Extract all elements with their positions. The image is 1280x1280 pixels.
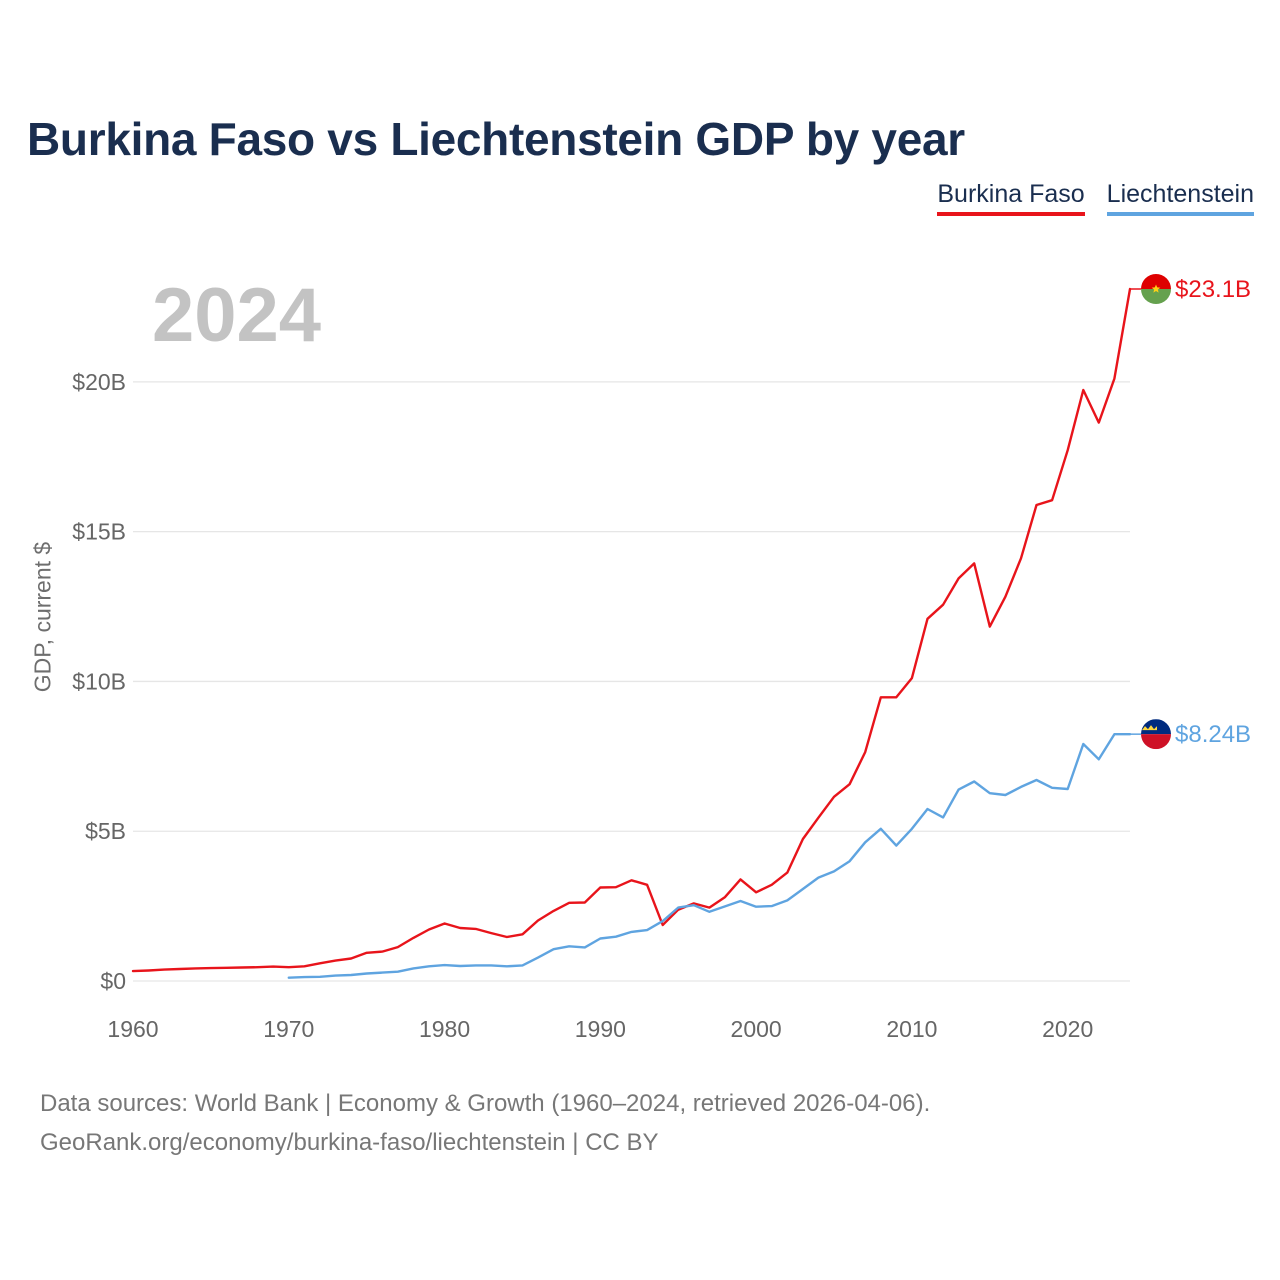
- series-end-labels: $23.1B $8.24B: [1130, 274, 1251, 750]
- flag-top-band: [1141, 719, 1171, 735]
- x-axis-ticks: 1960 1970 1980 1990 2000 2010 2020: [107, 1016, 1093, 1042]
- grid-lines: [133, 381, 1130, 982]
- flag-burkina-faso: [1141, 274, 1171, 304]
- legend-item-burkina-faso[interactable]: Burkina Faso: [937, 180, 1085, 216]
- y-tick-label-20: $20B: [72, 369, 126, 395]
- source-note: Data sources: World Bank | Economy & Gro…: [40, 1084, 930, 1162]
- flag-liechtenstein: [1141, 719, 1171, 750]
- series-line-burkina-faso: [131, 287, 1132, 973]
- y-axis-ticks: $0 $5B $10B $15B $20B: [72, 369, 126, 994]
- series-lines: [131, 287, 1132, 979]
- legend: Burkina Faso Liechtenstein: [937, 180, 1254, 216]
- chart-title: Burkina Faso vs Liechtenstein GDP by yea…: [27, 113, 965, 165]
- source-line-2: GeoRank.org/economy/burkina-faso/liechte…: [40, 1129, 659, 1156]
- flag-crown: [1142, 725, 1157, 731]
- y-tick-label-15: $15B: [72, 519, 126, 545]
- flag-bottom-band: [1141, 734, 1171, 750]
- flag-top-band: [1141, 274, 1171, 289]
- year-watermark: 2024: [152, 273, 322, 358]
- x-tick-label-2010: 2010: [886, 1016, 937, 1042]
- flag-bottom-band: [1141, 289, 1171, 304]
- series-line-liechtenstein: [287, 733, 1132, 979]
- x-tick-label-1980: 1980: [419, 1016, 470, 1042]
- end-value-label-burkina-faso: $23.1B: [1175, 276, 1251, 303]
- end-value-label-liechtenstein: $8.24B: [1175, 721, 1251, 748]
- source-line-1: Data sources: World Bank | Economy & Gro…: [40, 1090, 931, 1117]
- x-tick-label-2020: 2020: [1042, 1016, 1093, 1042]
- y-tick-label-0: $0: [100, 968, 126, 994]
- x-tick-label-2000: 2000: [731, 1016, 782, 1042]
- y-tick-label-5: $5B: [85, 818, 126, 844]
- x-tick-label-1960: 1960: [107, 1016, 158, 1042]
- legend-item-liechtenstein[interactable]: Liechtenstein: [1106, 180, 1254, 216]
- x-tick-label-1990: 1990: [575, 1016, 626, 1042]
- x-tick-label-1970: 1970: [263, 1016, 314, 1042]
- flag-star: [1151, 284, 1161, 293]
- y-tick-label-10: $10B: [72, 668, 126, 694]
